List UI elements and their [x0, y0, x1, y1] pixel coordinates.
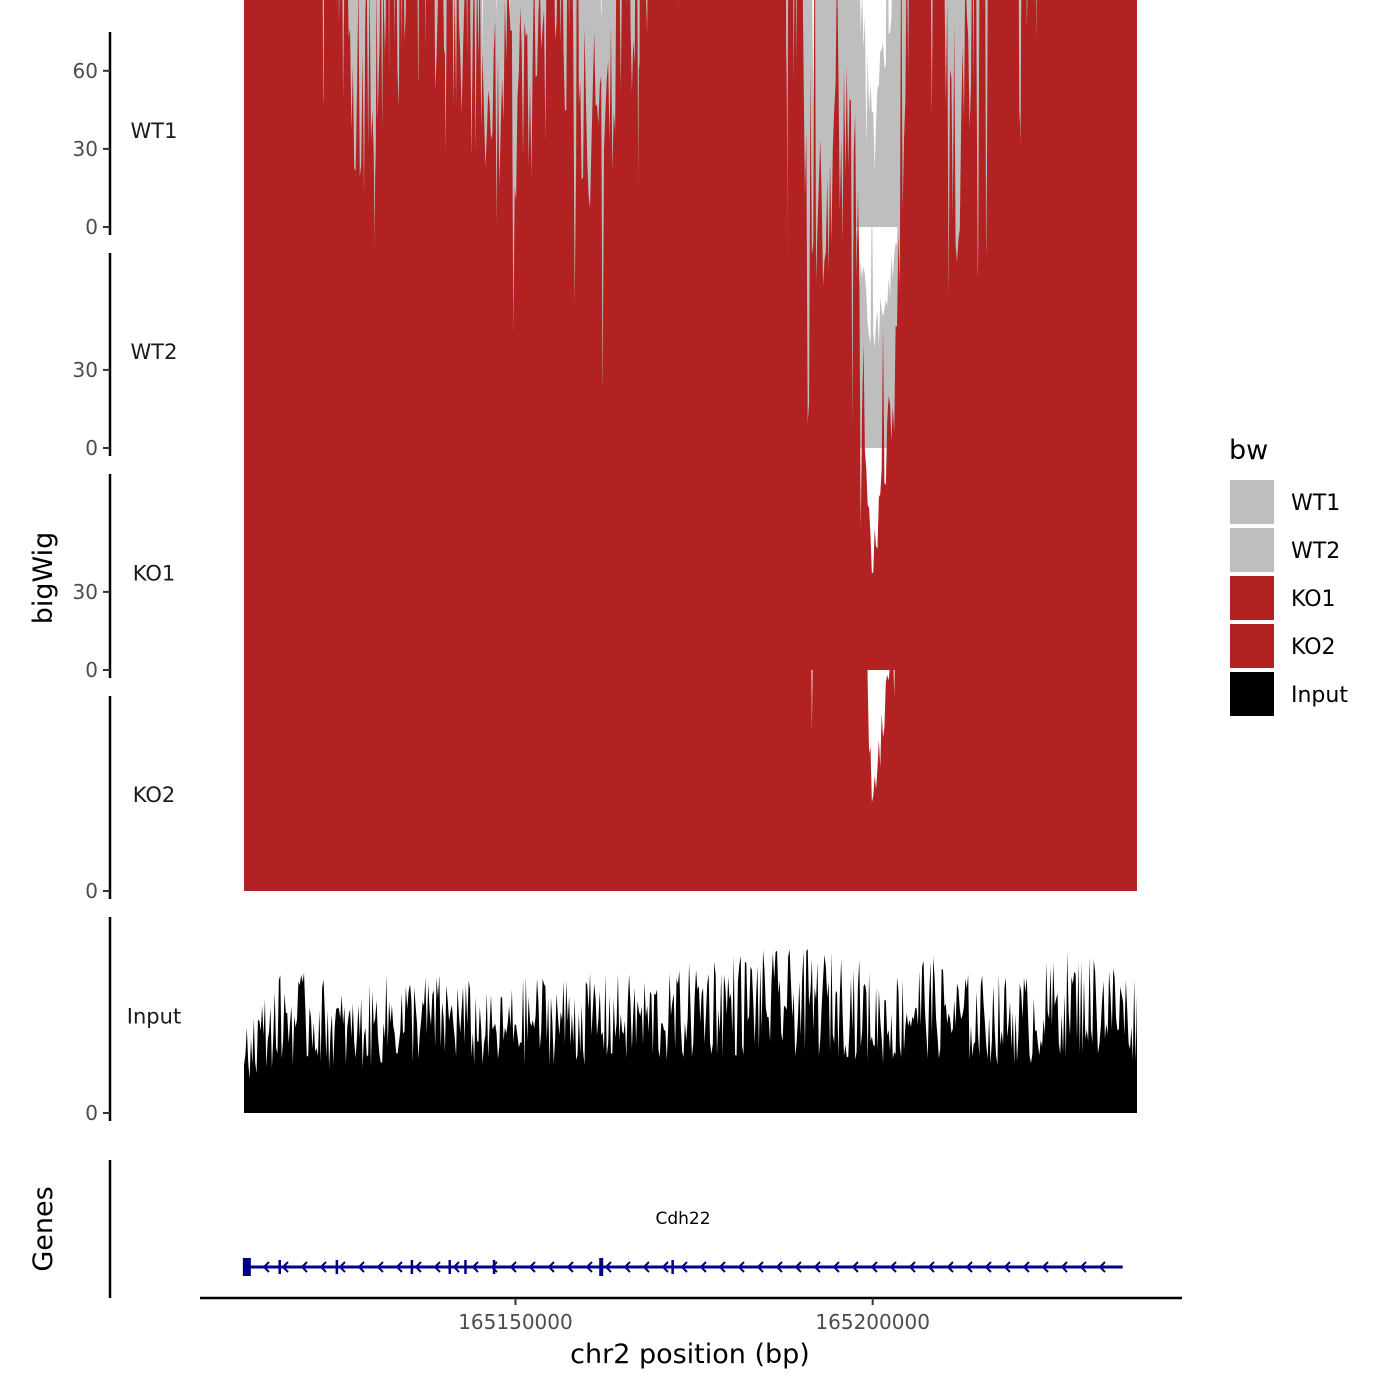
exon — [242, 1258, 251, 1276]
exon — [599, 1258, 604, 1276]
x-axis-title: chr2 position (bp) — [570, 1339, 810, 1370]
strand-arrow — [433, 1261, 441, 1273]
panel-ko2: 0306090KO2 — [73, 0, 1137, 903]
track-label-ko1: KO1 — [133, 562, 176, 586]
legend-label-wt1: WT1 — [1291, 491, 1340, 516]
y-tick-label: 0 — [85, 436, 98, 460]
track-label-wt2: WT2 — [131, 340, 178, 364]
y-tick-label: 30 — [73, 580, 98, 604]
strand-arrow — [604, 1261, 612, 1273]
strand-arrow — [452, 1261, 460, 1273]
strand-arrow — [509, 1261, 517, 1273]
strand-arrow — [547, 1261, 555, 1273]
strand-arrow — [1041, 1261, 1049, 1273]
legend-swatch-ko1 — [1230, 576, 1274, 620]
strand-arrow — [490, 1261, 498, 1273]
strand-arrow — [566, 1261, 574, 1273]
track-label-input: Input — [127, 1005, 181, 1029]
exon — [335, 1260, 339, 1274]
strand-arrow — [376, 1261, 384, 1273]
strand-arrow — [585, 1261, 593, 1273]
strand-arrow — [1098, 1261, 1106, 1273]
legend-label-ko2: KO2 — [1291, 635, 1336, 660]
strand-arrow — [528, 1261, 536, 1273]
strand-arrow — [851, 1261, 859, 1273]
strand-arrow — [262, 1261, 270, 1273]
legend-label-input: Input — [1291, 683, 1348, 708]
y-tick-label: 0 — [85, 1101, 98, 1125]
strand-arrow — [661, 1261, 669, 1273]
track-label-ko2: KO2 — [133, 783, 176, 807]
strand-arrow — [281, 1261, 289, 1273]
exon — [492, 1260, 496, 1274]
strand-arrow — [300, 1261, 308, 1273]
strand-arrow — [1003, 1261, 1011, 1273]
y-axis-title: bigWig — [28, 532, 59, 625]
strand-arrow — [1060, 1261, 1068, 1273]
signal-panels: 0306090WT10306090WT20306090KO10306090KO2… — [73, 0, 1137, 1125]
gene-track-title: Genes — [28, 1186, 59, 1271]
strand-arrow — [414, 1261, 422, 1273]
exon — [410, 1260, 414, 1274]
legend-swatch-wt1 — [1230, 480, 1274, 524]
exon — [278, 1260, 281, 1274]
strand-arrow — [680, 1261, 688, 1273]
strand-arrow — [794, 1261, 802, 1273]
strand-arrow — [471, 1261, 479, 1273]
exon — [671, 1260, 674, 1274]
x-tick-label: 165150000 — [458, 1310, 573, 1334]
gene-track: Genes Cdh22 — [28, 1160, 1123, 1298]
gene-name-cdh22: Cdh22 — [655, 1209, 710, 1229]
strand-arrow — [927, 1261, 935, 1273]
legend-swatch-input — [1230, 672, 1274, 716]
strand-arrow — [1079, 1261, 1087, 1273]
strand-arrow — [908, 1261, 916, 1273]
strand-arrow — [357, 1261, 365, 1273]
strand-arrow — [984, 1261, 992, 1273]
strand-arrow — [642, 1261, 650, 1273]
strand-arrow — [718, 1261, 726, 1273]
x-tick-label: 165200000 — [815, 1310, 930, 1334]
strand-arrow — [813, 1261, 821, 1273]
y-tick-label: 0 — [85, 658, 98, 682]
exon — [448, 1260, 451, 1274]
coverage-area-input — [244, 948, 1137, 1113]
strand-arrow — [965, 1261, 973, 1273]
y-tick-label: 30 — [73, 137, 98, 161]
strand-arrow — [395, 1261, 403, 1273]
y-tick-label: 60 — [73, 59, 98, 83]
y-tick-label: 30 — [73, 358, 98, 382]
strand-arrow — [870, 1261, 878, 1273]
strand-arrow — [832, 1261, 840, 1273]
legend-title: bw — [1229, 435, 1268, 466]
track-label-wt1: WT1 — [131, 119, 178, 143]
strand-arrow — [623, 1261, 631, 1273]
y-tick-label: 0 — [85, 215, 98, 239]
legend-swatch-wt2 — [1230, 528, 1274, 572]
strand-arrow — [737, 1261, 745, 1273]
legend: bw WT1 WT2 KO1 KO2 Input — [1229, 435, 1348, 716]
strand-arrow — [1022, 1261, 1030, 1273]
legend-label-wt2: WT2 — [1291, 539, 1340, 564]
panel-input: 0306090Input — [73, 59, 1137, 1125]
strand-arrow — [319, 1261, 327, 1273]
y-tick-label: 0 — [85, 879, 98, 903]
legend-swatch-ko2 — [1230, 624, 1274, 668]
strand-arrow — [756, 1261, 764, 1273]
strand-arrow — [699, 1261, 707, 1273]
strand-arrow — [946, 1261, 954, 1273]
strand-arrow — [889, 1261, 897, 1273]
coverage-area-ko2 — [244, 0, 1137, 891]
legend-label-ko1: KO1 — [1291, 587, 1336, 612]
strand-arrow — [775, 1261, 783, 1273]
strand-arrow — [338, 1261, 346, 1273]
exon — [464, 1260, 467, 1274]
x-axis: 165150000 165200000 — [200, 1296, 1182, 1334]
